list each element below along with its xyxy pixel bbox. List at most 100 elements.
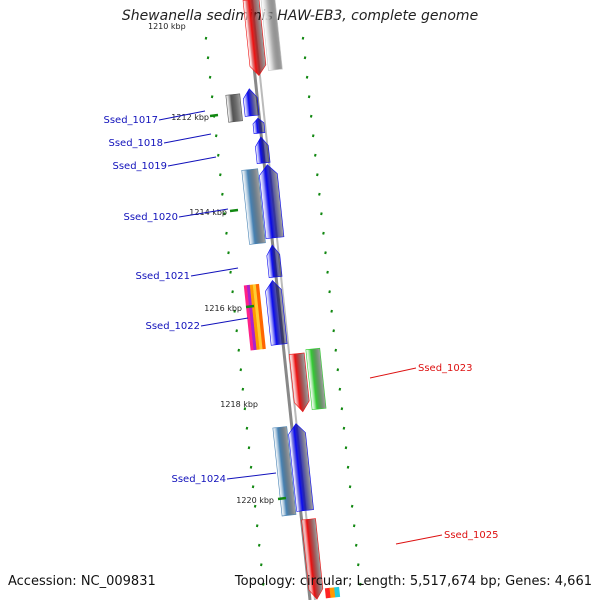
outer-right-guide-dot bbox=[322, 231, 325, 235]
gene-1024 bbox=[288, 423, 314, 512]
outer-left-guide-dot bbox=[210, 95, 214, 99]
outer-right-guide-dot bbox=[301, 36, 305, 40]
gene-callout-line bbox=[158, 110, 206, 121]
outer-left-guide-dot bbox=[245, 426, 249, 430]
outer-left-guide-dot bbox=[237, 348, 241, 352]
outer-right-guide-dot bbox=[352, 524, 356, 528]
outer-right-guide-dot bbox=[348, 485, 352, 489]
gene-bottom-multicolor-stripe bbox=[329, 587, 336, 598]
outer-right-guide-dot bbox=[309, 114, 313, 118]
outer-left-guide-dot bbox=[257, 543, 261, 547]
gene-callout-line bbox=[369, 367, 417, 379]
gene-callout-line bbox=[190, 267, 239, 277]
gene-callout-line bbox=[163, 133, 212, 144]
gene-1022-multicolor-stripe bbox=[252, 284, 263, 350]
gene-callout-line bbox=[395, 534, 443, 545]
gene-1018 bbox=[252, 117, 266, 135]
outer-left-guide-dot bbox=[229, 270, 232, 274]
gene-1023-red-body bbox=[288, 352, 310, 413]
kbp-label-partial: 1210 kbp bbox=[148, 22, 186, 31]
outer-right-guide-dot bbox=[330, 309, 333, 313]
outer-left-guide-dot bbox=[262, 582, 265, 586]
outer-right-guide-dot bbox=[313, 153, 317, 157]
outer-left-guide-dot bbox=[219, 173, 222, 177]
gene-1021 bbox=[266, 244, 283, 279]
gene-1022-multicolor-stripe bbox=[243, 285, 254, 351]
outer-right-guide-dot bbox=[305, 75, 309, 79]
outer-right-guide-dot bbox=[334, 348, 338, 352]
gene-1020 bbox=[259, 164, 285, 239]
gene-callout-line bbox=[178, 208, 229, 218]
kbp-label: 1220 kbp bbox=[236, 496, 274, 505]
outer-left-guide-dot bbox=[259, 563, 263, 567]
gene-1023-green bbox=[305, 347, 327, 411]
gene-1022 bbox=[265, 279, 288, 346]
outer-right-guide-dot bbox=[340, 407, 344, 411]
outer-right-guide-dot bbox=[336, 368, 340, 372]
gene-label: Ssed_1020 bbox=[123, 212, 178, 223]
outer-right-guide-dot bbox=[342, 426, 346, 430]
gene-bottom-multicolor-stripe bbox=[324, 587, 331, 599]
outer-left-guide-dot bbox=[239, 368, 243, 372]
outer-right-guide-dot bbox=[359, 582, 362, 586]
gene-1020-steel bbox=[241, 168, 266, 245]
gene-1022-multicolor bbox=[243, 283, 266, 351]
gene-1017-body bbox=[243, 88, 260, 117]
gene-1022-body bbox=[265, 279, 288, 346]
outer-right-guide-dot bbox=[344, 446, 348, 450]
outer-right-guide-dot bbox=[332, 329, 336, 333]
gene-callout-line bbox=[200, 317, 249, 327]
gene-1019-body bbox=[255, 136, 271, 165]
gene-1017 bbox=[243, 88, 260, 117]
outer-right-guide-dot bbox=[350, 504, 354, 508]
accession-text: Accession: NC_009831 bbox=[8, 574, 156, 589]
kbp-label: 1216 kbp bbox=[204, 304, 242, 313]
outer-left-guide-dot bbox=[249, 465, 253, 469]
outer-left-guide-dot bbox=[227, 251, 230, 255]
outer-left-guide-dot bbox=[225, 231, 228, 235]
gene-top-gray bbox=[260, 0, 283, 71]
outer-left-guide-dot bbox=[253, 504, 257, 508]
gene-top-gray-body bbox=[260, 0, 283, 71]
topology-text: Topology: circular; Length: 5,517,674 bp… bbox=[234, 574, 592, 589]
outer-right-guide-dot bbox=[356, 563, 360, 567]
gene-top-red bbox=[242, 0, 267, 77]
outer-right-guide-dot bbox=[318, 192, 321, 196]
kbp-tick-mark bbox=[229, 208, 239, 213]
outer-right-guide-dot bbox=[320, 212, 323, 216]
gene-callout-line bbox=[167, 156, 217, 167]
outer-right-guide-dot bbox=[303, 56, 307, 60]
gene-label: Ssed_1023 bbox=[418, 363, 473, 374]
gene-label: Ssed_1019 bbox=[112, 161, 167, 172]
gene-label: Ssed_1025 bbox=[444, 530, 499, 541]
gene-1020-body bbox=[259, 164, 285, 239]
gene-bottom-multicolor-stripe bbox=[334, 586, 341, 598]
outer-left-guide-dot bbox=[206, 56, 210, 60]
gene-1024-body bbox=[288, 423, 314, 512]
map-title: Shewanella sediminis HAW-EB3, complete g… bbox=[121, 8, 479, 24]
kbp-tick-mark bbox=[245, 304, 255, 309]
gene-1018-body bbox=[252, 117, 266, 135]
gene-1022-multicolor-stripe bbox=[249, 284, 260, 350]
outer-right-guide-dot bbox=[311, 134, 315, 138]
gene-label: Ssed_1022 bbox=[145, 321, 200, 332]
gene-callout-line bbox=[226, 472, 277, 480]
gene-label: Ssed_1018 bbox=[108, 138, 163, 149]
outer-right-guide-dot bbox=[307, 95, 311, 99]
gene-1024-steel-body bbox=[272, 426, 297, 517]
outer-left-guide-dot bbox=[255, 524, 259, 528]
outer-left-guide-dot bbox=[233, 309, 236, 313]
outer-left-guide-dot bbox=[204, 36, 208, 40]
outer-left-guide-dot bbox=[216, 153, 220, 157]
outer-left-guide-dot bbox=[235, 329, 239, 333]
gene-1020-steel-body bbox=[241, 168, 266, 245]
gene-1022-multicolor-stripe bbox=[246, 284, 257, 351]
gene-1021-body bbox=[266, 244, 283, 279]
gene-1024-steel bbox=[272, 426, 297, 517]
gene-top-red-body bbox=[242, 0, 267, 77]
gene-1023-green-body bbox=[305, 347, 327, 411]
outer-left-guide-dot bbox=[241, 387, 245, 391]
gene-1017-dark-body bbox=[225, 93, 243, 123]
kbp-tick-mark bbox=[209, 113, 219, 118]
outer-right-guide-dot bbox=[316, 173, 319, 177]
